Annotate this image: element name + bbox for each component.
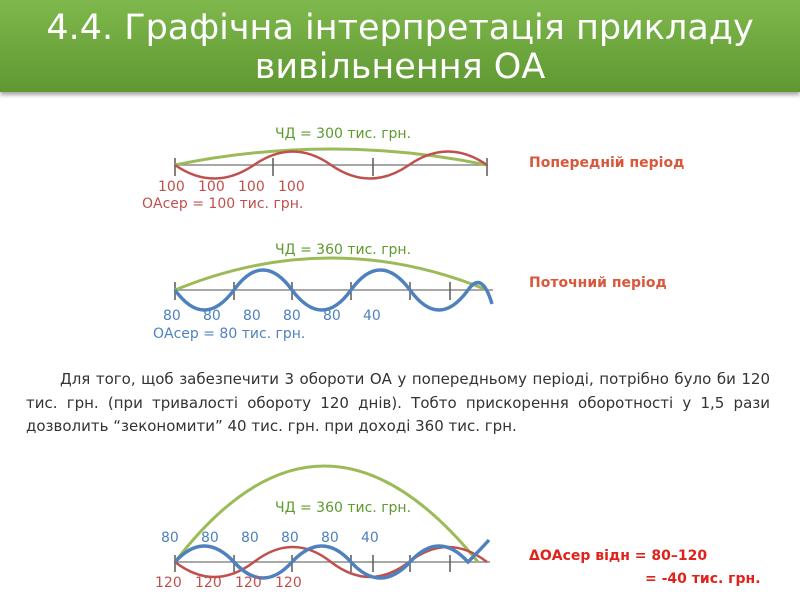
value-label: 80 — [323, 308, 341, 324]
revenue-label: ЧД = 360 тис. грн. — [275, 500, 412, 516]
revenue-arc — [174, 256, 488, 292]
diagram-current-period — [173, 256, 494, 312]
delta-result: = -40 тис. грн. — [645, 571, 761, 587]
revenue-arc — [173, 464, 480, 563]
delta-formula: ΔОАсер відн = 80–120 — [529, 548, 708, 564]
value-label: 80 — [161, 530, 179, 546]
value-label: 80 — [283, 308, 301, 324]
value-label: 40 — [363, 308, 381, 324]
explanation-paragraph: Для того, щоб забезпечити 3 обороти ОА у… — [26, 370, 770, 435]
title-banner: 4.4. Графічна інтерпретація прикладу вив… — [0, 0, 800, 92]
value-label: 100 — [238, 179, 265, 195]
revenue-label: ЧД = 300 тис. грн. — [275, 126, 412, 142]
value-label: 80 — [201, 530, 219, 546]
period-label: Поточний період — [529, 275, 667, 291]
value-label: 80 — [203, 308, 221, 324]
revenue-label: ЧД = 360 тис. грн. — [275, 242, 412, 258]
turnover-wave-red — [174, 150, 488, 180]
turnover-wave-red — [174, 545, 488, 579]
avg-assets-label: ОАсер = 80 тис. грн. — [153, 326, 306, 342]
value-label: 120 — [235, 575, 262, 591]
value-label: 120 — [155, 575, 182, 591]
value-label: 100 — [158, 179, 185, 195]
period-label: Попередній період — [529, 155, 685, 171]
value-label: 80 — [243, 308, 261, 324]
diagram-previous-period — [174, 147, 488, 180]
turnover-wave-blue — [173, 268, 494, 312]
avg-assets-label: ОАсер = 100 тис. грн. — [142, 196, 304, 212]
turnover-wave-blue — [173, 538, 491, 580]
slide-title-line2: вивільнення ОА — [254, 47, 546, 87]
value-label: 100 — [278, 179, 305, 195]
value-label: 40 — [361, 530, 379, 546]
value-label: 120 — [275, 575, 302, 591]
value-label: 100 — [198, 179, 225, 195]
value-label: 80 — [321, 530, 339, 546]
value-label: 80 — [281, 530, 299, 546]
revenue-arc — [174, 147, 488, 167]
value-label: 80 — [241, 530, 259, 546]
value-label: 120 — [195, 575, 222, 591]
diagram-comparison — [173, 464, 491, 580]
slide-title-line1: 4.4. Графічна інтерпретація прикладу — [46, 8, 754, 48]
value-label: 80 — [163, 308, 181, 324]
